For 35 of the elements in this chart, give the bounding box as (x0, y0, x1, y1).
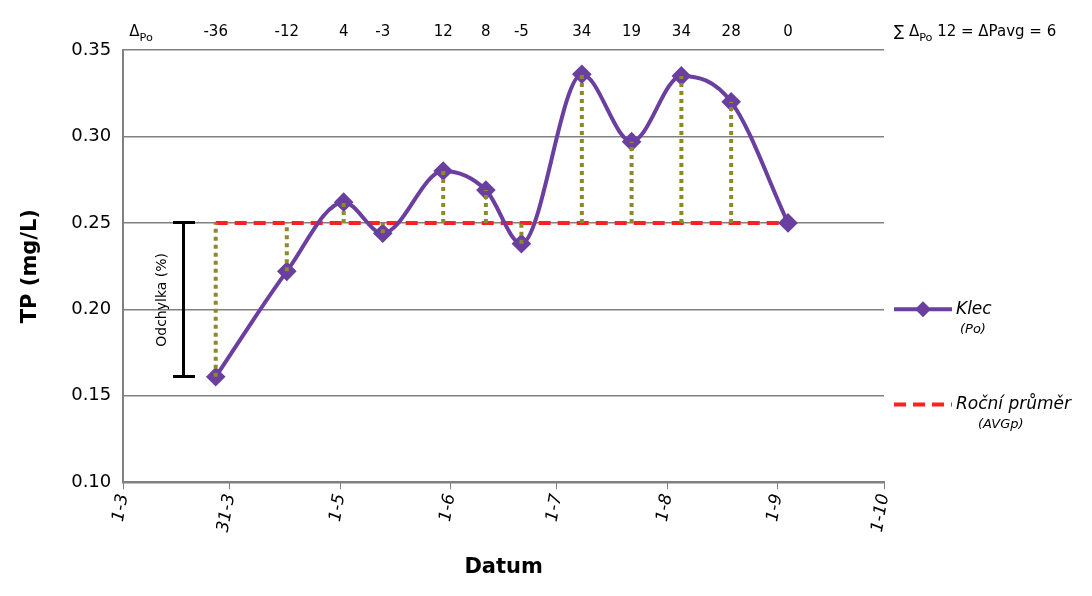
legend-label: Roční průměr (AVGp) (956, 392, 1073, 431)
y-axis-title: TP (mg/L) (17, 209, 42, 324)
legend-label: Klec (Po) (956, 297, 993, 336)
y-tick-label: 0.10 (71, 469, 112, 491)
text: 12 (433, 22, 453, 40)
text: 34 (671, 22, 691, 40)
text: 0 (783, 22, 793, 40)
x-axis-title: Datum (464, 553, 543, 578)
x-tick-label: 1-10 (865, 492, 893, 534)
point (476, 181, 495, 200)
text: 19 (622, 22, 642, 40)
text: -12 (274, 22, 300, 40)
y-tick-label: 0.20 (71, 297, 112, 319)
text: 28 (721, 22, 741, 40)
x-tick-label: 1-9 (761, 492, 786, 523)
text: 8 (481, 22, 491, 40)
text: 34 (572, 22, 592, 40)
point (722, 92, 741, 111)
text: -36 (203, 22, 228, 40)
x-tick-label: 1-5 (323, 492, 349, 523)
x-tick-label: 31-3 (211, 492, 239, 534)
x-tick-label: 1-8 (650, 491, 676, 523)
text: -3 (375, 22, 391, 40)
annotation: Odchylka (%) (153, 252, 170, 347)
y-tick-label: 0.30 (71, 124, 112, 146)
x-tick-label: 1-3 (107, 492, 132, 523)
x-tick-label: 1-7 (540, 491, 566, 523)
point (622, 132, 641, 151)
text: 4 (338, 22, 349, 40)
y-tick-label: 0.25 (71, 210, 112, 232)
text: -5 (513, 22, 529, 40)
x-tick-label: 1-6 (434, 491, 459, 523)
point (779, 213, 798, 232)
y-tick-label: 0.15 (71, 383, 112, 405)
y-tick-label: 0.35 (71, 37, 112, 59)
